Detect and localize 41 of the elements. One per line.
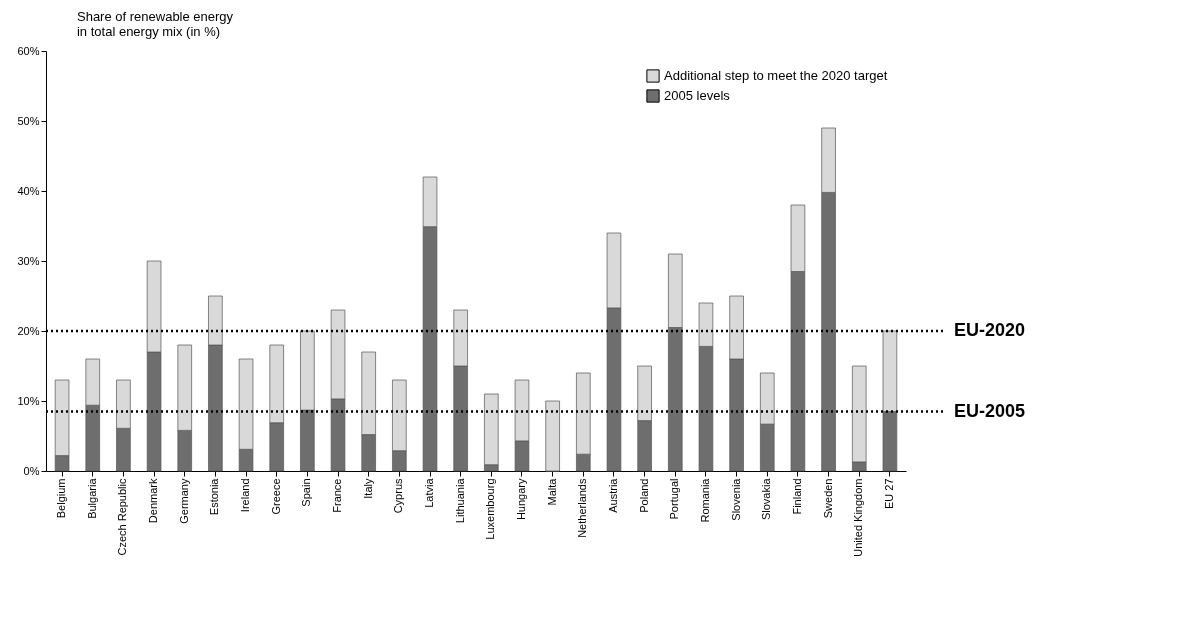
- bar: [545, 400, 560, 472]
- x-tick-label: Bulgaria: [85, 477, 98, 519]
- x-tick-label: Finland: [790, 478, 803, 515]
- y-tick-label: 20%: [17, 324, 40, 337]
- y-tick-label: 0%: [23, 464, 40, 477]
- x-tick-label: Ireland: [239, 478, 252, 513]
- ref-line-label: EU-2005: [954, 400, 1026, 421]
- y-tick-label: 50%: [17, 114, 40, 127]
- ref-line-label: EU-2020: [954, 320, 1026, 340]
- x-tick-label: Sweden: [821, 478, 834, 519]
- x-tick-label: Belgium: [55, 478, 68, 519]
- x-tick-label: Germany: [177, 478, 190, 524]
- x-tick-label: EU 27: [882, 478, 895, 510]
- legend-label: 2005 levels: [664, 88, 731, 103]
- x-tick-label: Slovenia: [729, 477, 742, 521]
- x-tick-label: Malta: [545, 477, 558, 506]
- y-tick-label: 30%: [17, 254, 40, 267]
- x-tick-label: Luxembourg: [484, 478, 497, 540]
- x-tick-label: Greece: [269, 478, 282, 515]
- x-tick-label: Italy: [361, 478, 374, 499]
- x-tick-label: Romania: [698, 477, 711, 523]
- y-tick-label: 10%: [17, 394, 40, 407]
- x-tick-label: Portugal: [668, 478, 681, 520]
- x-tick-label: Czech Republic: [116, 478, 129, 556]
- x-tick-label: Spain: [300, 478, 313, 507]
- x-tick-label: United Kingdom: [852, 478, 865, 557]
- chart-title: Share of renewable energy in total energy mix (in %): [76, 9, 234, 39]
- y-tick-label: 40%: [17, 184, 40, 197]
- legend-label: Additional step to meet the 2020 target: [664, 68, 888, 83]
- x-tick-label: Slovakia: [760, 477, 773, 521]
- x-tick-label: Lithuania: [453, 477, 466, 524]
- x-tick-label: France: [331, 478, 344, 513]
- y-tick-label: 60%: [17, 44, 40, 57]
- x-tick-label: Hungary: [514, 478, 527, 521]
- x-tick-label: Estonia: [208, 477, 221, 516]
- x-tick-label: Latvia: [423, 477, 436, 508]
- x-tick-label: Poland: [637, 478, 650, 513]
- x-tick-label: Netherlands: [576, 478, 589, 538]
- x-tick-label: Denmark: [147, 478, 160, 524]
- x-tick-label: Cyprus: [392, 478, 405, 514]
- x-tick-label: Austria: [606, 477, 619, 513]
